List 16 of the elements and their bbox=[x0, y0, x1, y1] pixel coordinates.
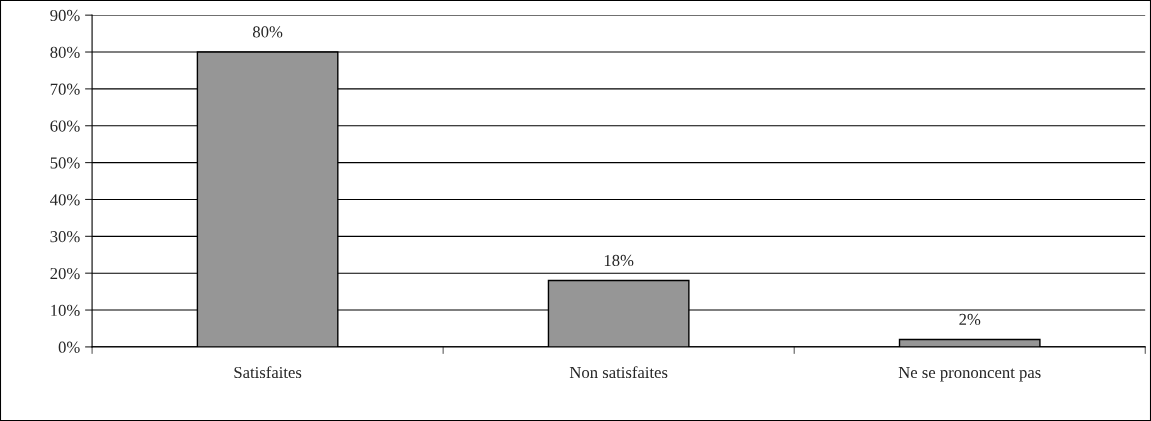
y-tick-label: 20% bbox=[50, 267, 80, 280]
y-tick-label: 90% bbox=[50, 9, 80, 22]
data-label: 2% bbox=[959, 313, 981, 326]
y-tick-label: 80% bbox=[50, 46, 80, 59]
y-tick-label: 10% bbox=[51, 304, 80, 317]
x-tick-label: Ne se prononcent pas bbox=[898, 367, 1041, 382]
y-tick-label: 30% bbox=[50, 231, 80, 243]
y-tick-label: 0% bbox=[58, 341, 80, 353]
x-tick-label: Satisfaites bbox=[234, 366, 302, 379]
data-label: 80% bbox=[252, 26, 283, 38]
y-tick-label: 50% bbox=[50, 157, 80, 169]
y-tick-label: 70% bbox=[50, 83, 80, 95]
x-tick-label: Non satisfaites bbox=[569, 366, 668, 379]
y-tick-label: 60% bbox=[50, 120, 80, 132]
data-label: 18% bbox=[604, 254, 634, 267]
y-tick-label: 40% bbox=[50, 194, 80, 206]
